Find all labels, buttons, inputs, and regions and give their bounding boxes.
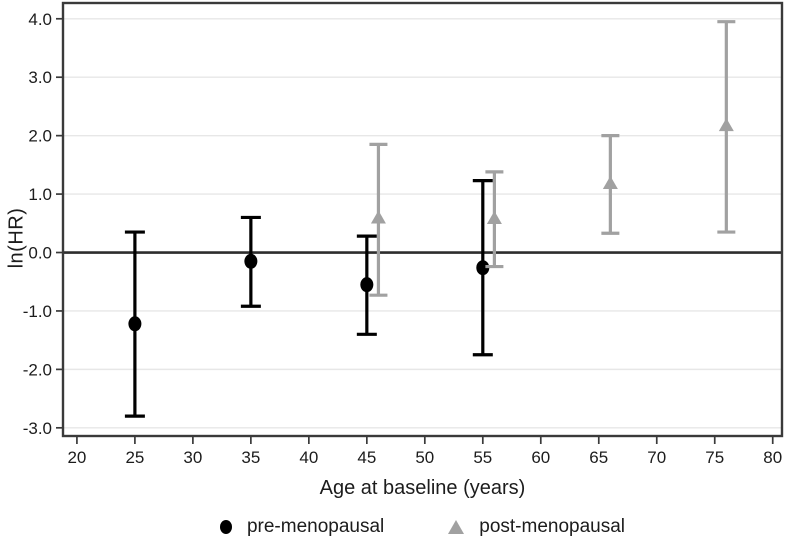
y-tick-label: 0.0 [28,244,52,263]
x-tick-label: 40 [299,448,318,467]
y-tick-label: 3.0 [28,68,52,87]
data-point-circle [476,260,490,276]
x-tick-label: 55 [473,448,492,467]
data-point-circle [244,253,258,269]
y-tick-label: 2.0 [28,127,52,146]
legend-item-pre-menopausal: pre-menopausal [219,516,385,538]
circle-marker-icon [219,520,232,534]
legend-item-post-menopausal: post-menopausal [448,516,625,538]
data-point-circle [360,277,374,293]
data-point-circle [128,316,142,332]
x-tick-label: 45 [357,448,376,467]
x-tick-label: 65 [589,448,608,467]
y-tick-label: 1.0 [28,185,52,204]
x-tick-label: 35 [241,448,260,467]
x-tick-label: 30 [183,448,202,467]
plot-border [61,1,784,438]
y-axis-title: ln(HR) [5,207,28,269]
x-tick-label: 75 [705,448,724,467]
data-point-triangle [718,118,734,132]
y-tick-label: 4.0 [28,10,52,29]
x-tick-label: 80 [763,448,782,467]
legend-label-post-menopausal: post-menopausal [479,516,626,537]
y-tick-label: -3.0 [23,419,52,438]
x-axis-title: Age at baseline (years) [319,477,526,499]
x-tick-label: 50 [415,448,434,467]
legend: pre-menopausal post-menopausal [63,516,782,538]
data-point-triangle [370,210,386,224]
data-point-triangle [602,175,618,189]
x-tick-label: 70 [647,448,666,467]
x-tick-label: 60 [531,448,550,467]
data-point-triangle [486,211,502,225]
x-tick-label: 25 [125,448,144,467]
y-tick-label: -2.0 [23,360,52,379]
triangle-marker-icon [448,520,465,534]
x-tick-label: 20 [67,448,86,467]
y-tick-label: -1.0 [23,302,52,321]
legend-label-pre-menopausal: pre-menopausal [246,516,385,537]
